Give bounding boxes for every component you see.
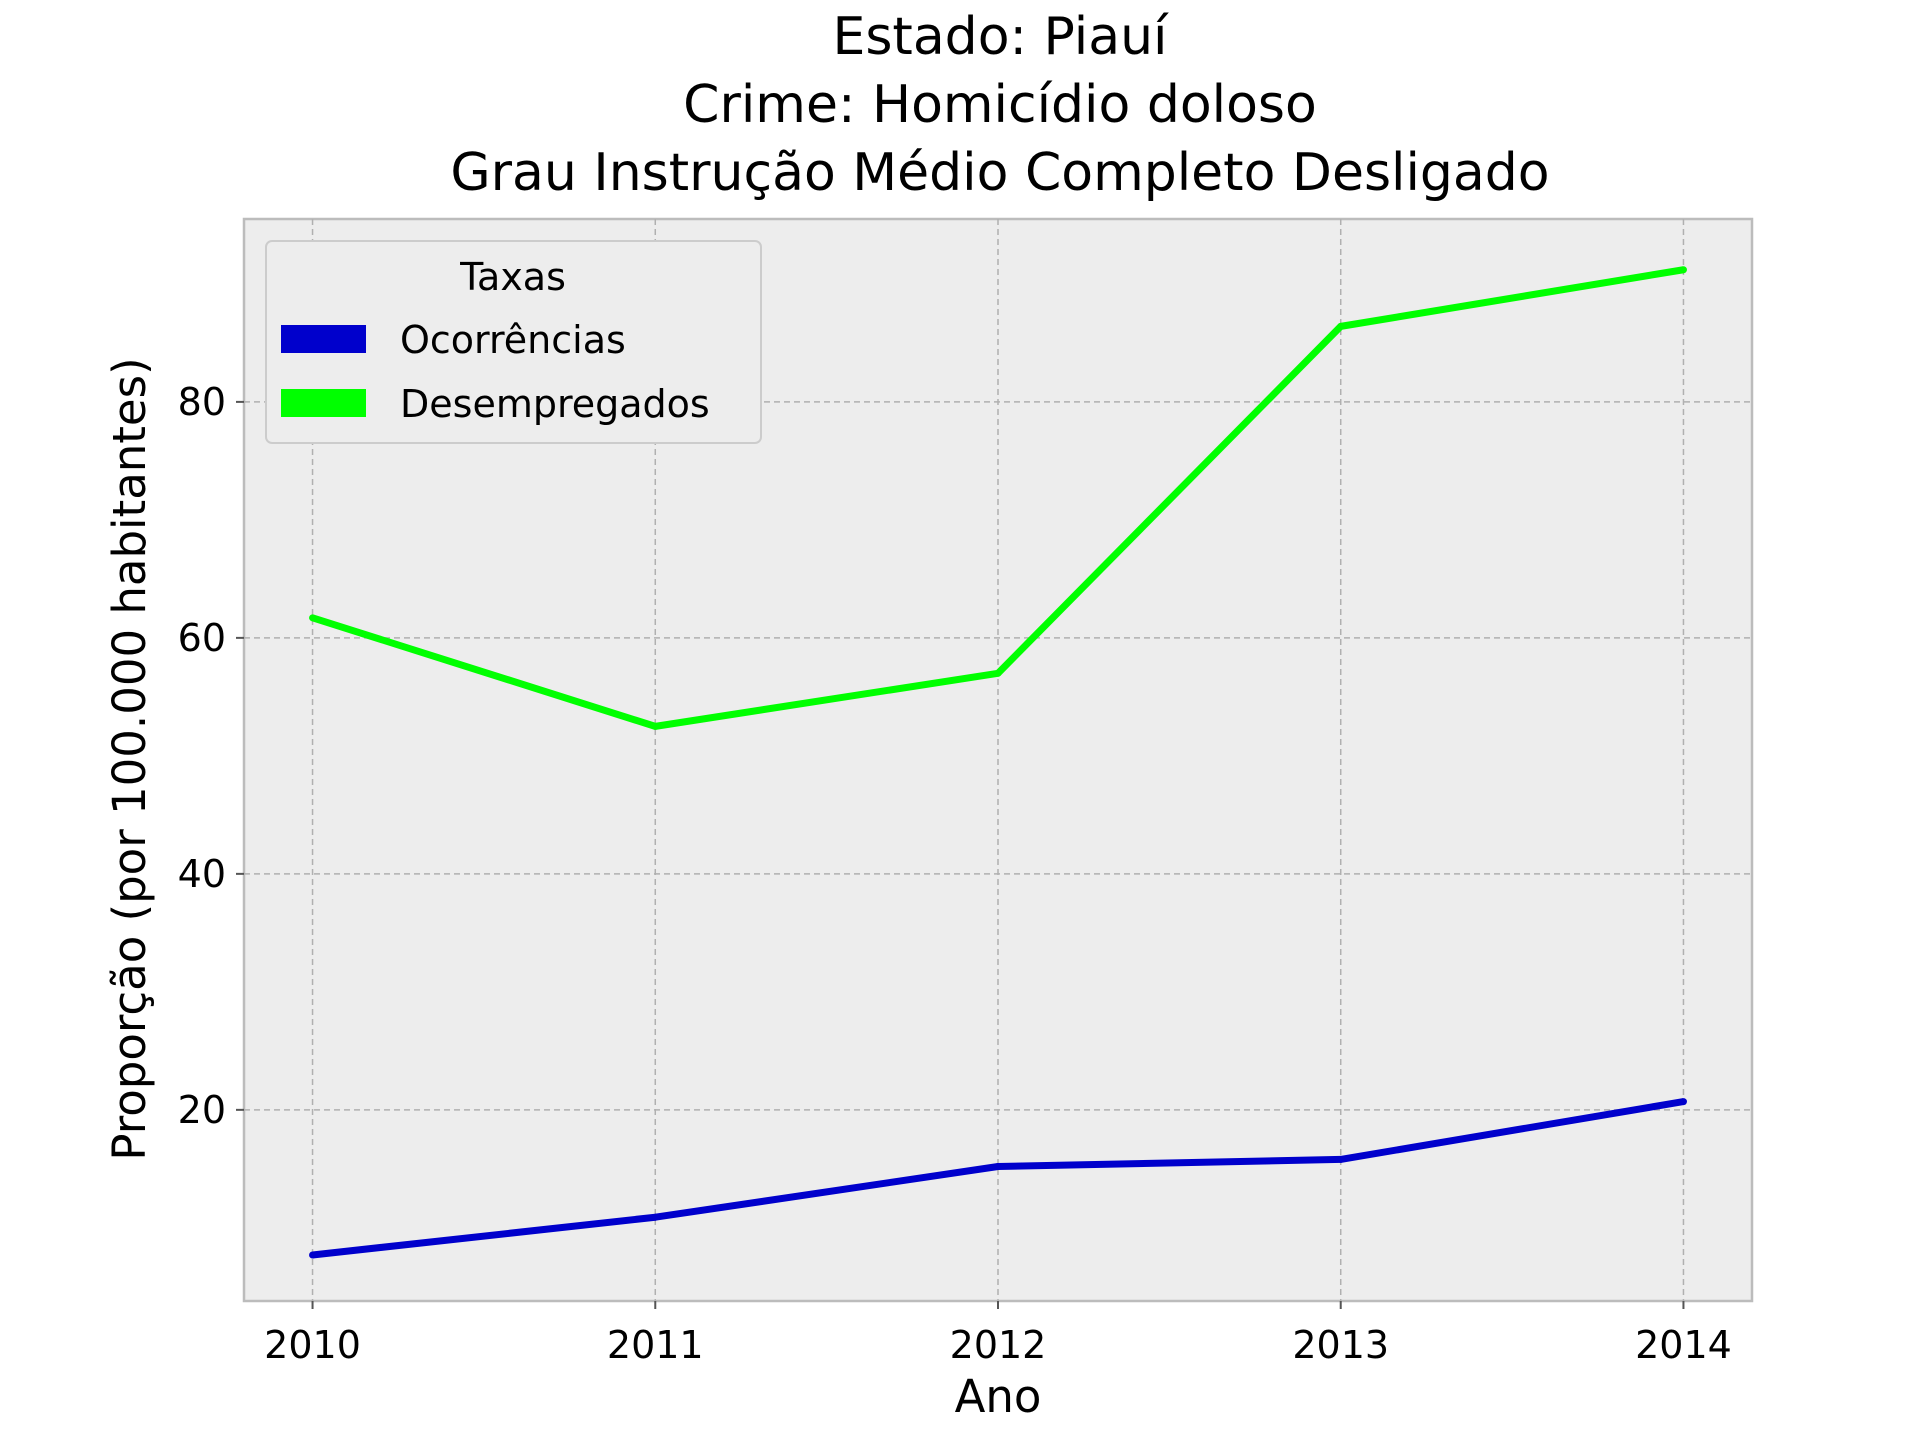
chart-title: Estado: Piauí Crime: Homicídio doloso Gr… — [450, 7, 1549, 203]
legend-label: Desempregados — [400, 382, 710, 426]
series-lines — [309, 266, 1687, 1259]
data-point — [1679, 1098, 1687, 1106]
x-axis-label: Ano — [955, 1370, 1042, 1423]
x-tick-label: 2014 — [1635, 1323, 1732, 1367]
data-point — [651, 722, 659, 730]
axis-ticks: 2010 2011 2012 2013 2014 20 40 60 80 — [178, 380, 1732, 1367]
legend-title: Taxas — [459, 255, 566, 299]
legend-box — [265, 240, 762, 444]
data-point — [309, 1251, 317, 1259]
x-tick-label: 2010 — [264, 1323, 361, 1367]
data-point — [1337, 322, 1345, 330]
data-point — [994, 669, 1002, 677]
y-axis-label: Proporção (por 100.000 habitantes) — [103, 357, 156, 1160]
data-point — [1337, 1155, 1345, 1163]
legend-entries: Ocorrências Desempregados — [281, 318, 710, 426]
x-tick-label: 2013 — [1292, 1323, 1389, 1367]
legend-label: Ocorrências — [400, 318, 626, 362]
legend: Taxas Ocorrências Desempregados — [265, 240, 762, 444]
title-line-1: Estado: Piauí — [832, 7, 1169, 67]
y-tick-label: 20 — [178, 1088, 226, 1132]
title-line-2: Crime: Homicídio doloso — [683, 75, 1317, 135]
y-tick-label: 40 — [178, 852, 226, 896]
data-point — [1679, 266, 1687, 274]
y-tick-label: 60 — [178, 616, 226, 660]
legend-swatch — [281, 325, 366, 353]
legend-swatch — [281, 389, 366, 417]
title-line-3: Grau Instrução Médio Completo Desligado — [450, 143, 1549, 203]
data-point — [994, 1162, 1002, 1170]
y-tick-label: 80 — [178, 380, 226, 424]
data-point — [309, 614, 317, 622]
x-tick-label: 2011 — [607, 1323, 704, 1367]
x-tick-label: 2012 — [950, 1323, 1047, 1367]
data-point — [651, 1213, 659, 1221]
